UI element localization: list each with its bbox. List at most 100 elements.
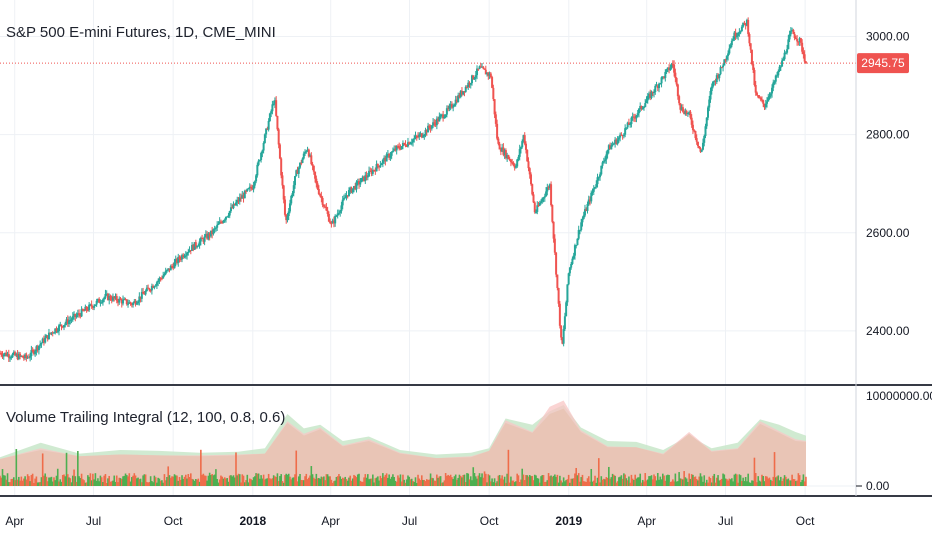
volume-bar (618, 477, 620, 486)
volume-bar (717, 475, 719, 486)
volume-bar (439, 476, 442, 486)
volume-bar (61, 474, 64, 486)
price-candle (768, 92, 771, 100)
volume-bar (747, 473, 749, 486)
price-candle (737, 31, 740, 41)
volume-bar (361, 481, 364, 486)
volume-bar (195, 478, 197, 486)
volume-bar (547, 473, 550, 486)
volume-bar (545, 481, 547, 486)
volume-bar (123, 475, 126, 486)
price-candle (218, 217, 221, 225)
volume-bar (766, 476, 768, 486)
price-candle (567, 272, 570, 286)
price-candle (504, 148, 507, 160)
price-axis[interactable]: 2400.00 2600.00 2800.00 3000.00 (866, 30, 910, 338)
volume-bar (591, 481, 594, 486)
price-candle (32, 348, 35, 356)
price-candle (0, 351, 3, 358)
time-axis[interactable]: Apr Jul Oct 2018 Apr Jul Oct 2019 Apr Jul Oct (5, 514, 815, 528)
volume-bar (748, 482, 751, 486)
volume-axis[interactable]: 0.00 10000000.00 (856, 389, 932, 493)
volume-bar (752, 480, 754, 486)
volume-bar (615, 482, 618, 486)
volume-bar (517, 475, 520, 486)
price-candle (183, 253, 186, 259)
volume-bar (574, 473, 576, 486)
volume-bar (147, 482, 149, 486)
price-candle (358, 178, 361, 189)
volume-bar (551, 476, 554, 486)
price-candle (100, 300, 103, 304)
price-candle (383, 155, 386, 165)
volume-bar (635, 478, 638, 486)
price-candle (524, 141, 527, 154)
price-candle (54, 328, 57, 335)
price-candle (516, 158, 519, 169)
volume-bar (426, 479, 428, 486)
price-candle (517, 154, 520, 162)
volume-bar (364, 474, 367, 486)
price-candle (758, 95, 761, 99)
price-candle (713, 80, 716, 86)
price-candle (536, 201, 539, 215)
price-candle (626, 121, 629, 130)
price-candle (27, 354, 30, 359)
volume-bar (190, 473, 192, 486)
price-candle (493, 99, 496, 119)
price-candle (670, 62, 673, 70)
price-candle (395, 145, 398, 155)
price-candle (29, 352, 32, 362)
volume-bar (594, 475, 596, 486)
volume-bar (596, 477, 599, 486)
price-candle (255, 174, 258, 184)
volume-bar (802, 474, 805, 486)
volume-bar (23, 478, 25, 486)
price-candle (304, 149, 307, 157)
price-candle (221, 220, 224, 224)
price-candle (470, 74, 473, 86)
price-candle (140, 288, 143, 303)
volume-bar (314, 478, 316, 486)
volume-bar (282, 482, 285, 486)
volume-bar (660, 479, 663, 486)
price-candle (164, 267, 167, 275)
price-candle (80, 306, 83, 318)
volume-bar (486, 482, 488, 486)
price-candle (91, 305, 94, 310)
price-candle (764, 99, 767, 110)
volume-bar (151, 481, 153, 486)
volume-bar (378, 480, 380, 486)
volume-bar (13, 477, 15, 486)
price-candle (243, 189, 246, 199)
price-candle (384, 155, 387, 166)
price-candle (740, 24, 743, 32)
volume-bar (506, 473, 508, 486)
price-candle (237, 197, 240, 205)
volume-bar (346, 480, 349, 486)
volume-bar (274, 476, 276, 486)
price-candle (563, 312, 566, 331)
price-candle (37, 345, 40, 355)
volume-bar (724, 478, 727, 486)
price-candle (641, 106, 644, 110)
volume-bar (112, 480, 114, 486)
volume-bar (392, 474, 394, 486)
price-candle (90, 300, 93, 309)
price-candle (664, 69, 667, 82)
volume-bar (153, 475, 156, 486)
price-candle (31, 347, 34, 353)
price-candle (400, 146, 403, 150)
volume-bar (672, 479, 674, 486)
volume-bar (206, 480, 208, 486)
volume-bar (9, 482, 11, 486)
price-candle (271, 100, 274, 115)
price-candle (299, 162, 302, 170)
price-candle (653, 89, 656, 98)
price-candle (654, 84, 657, 95)
price-candle (601, 160, 604, 169)
volume-bar (287, 473, 290, 486)
price-candle (694, 130, 697, 141)
volume-bar (630, 474, 633, 486)
